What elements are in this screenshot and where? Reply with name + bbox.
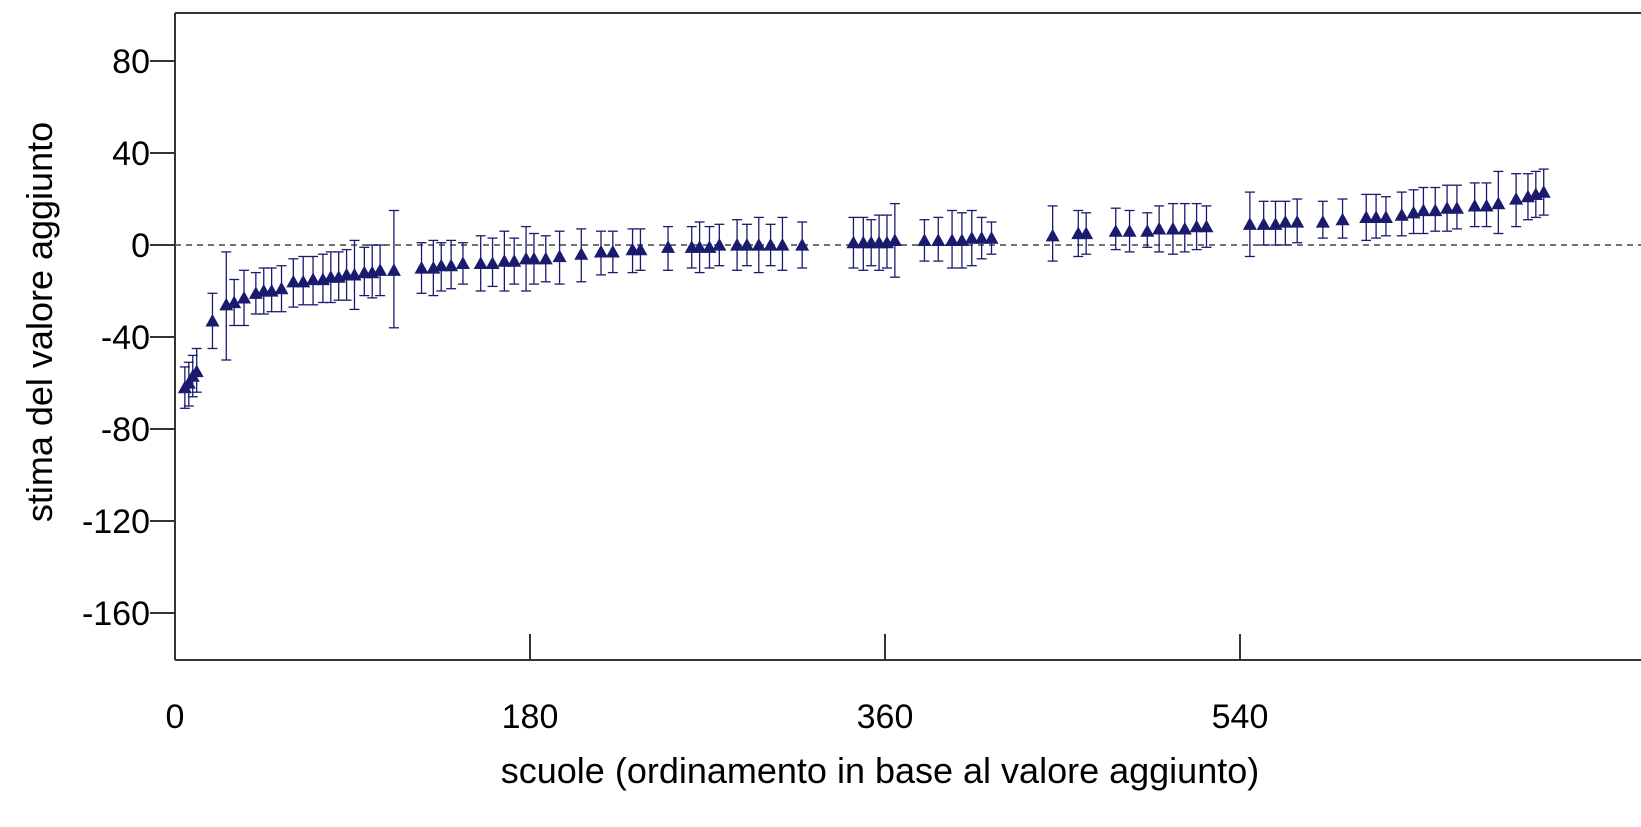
triangle-marker	[917, 233, 932, 246]
triangle-marker	[633, 242, 648, 256]
triangle-marker	[227, 295, 242, 309]
triangle-marker	[386, 263, 401, 276]
triangle-marker	[1449, 201, 1464, 214]
triangle-marker	[1406, 205, 1421, 219]
triangle-marker	[434, 258, 449, 272]
y-tick-label: -120	[82, 503, 150, 541]
triangle-marker	[1536, 185, 1551, 198]
triangle-marker	[661, 240, 676, 253]
triangle-marker	[763, 238, 778, 251]
y-axis-label: stima del valore aggiunto	[19, 122, 60, 522]
triangle-marker	[414, 261, 429, 274]
x-tick-label: 360	[857, 698, 914, 736]
triangle-marker	[739, 238, 754, 251]
triangle-marker	[1268, 217, 1283, 230]
triangle-marker	[1394, 208, 1409, 221]
triangle-marker	[712, 238, 727, 251]
triangle-marker	[1122, 224, 1137, 237]
triangle-marker	[507, 254, 522, 267]
y-tick-label: 0	[131, 227, 150, 265]
plot-frame	[174, 12, 1641, 661]
triangle-marker	[526, 251, 541, 265]
y-tick-label: -160	[82, 595, 150, 633]
triangle-marker	[594, 244, 608, 258]
triangle-marker	[1108, 224, 1123, 237]
triangle-marker	[485, 256, 500, 269]
triangle-marker	[1378, 210, 1393, 223]
triangle-marker	[1165, 221, 1180, 235]
x-tick-label: 540	[1212, 698, 1269, 736]
triangle-marker	[473, 256, 488, 269]
triangle-marker	[1278, 215, 1293, 228]
triangle-marker	[552, 249, 567, 263]
triangle-marker	[846, 235, 861, 249]
triangle-marker	[1509, 192, 1524, 205]
triangle-marker	[444, 258, 459, 272]
triangle-marker	[692, 240, 707, 253]
triangle-marker	[974, 231, 989, 244]
triangle-marker	[296, 274, 311, 288]
y-tick-label: -40	[101, 319, 150, 357]
y-tick-label: -80	[101, 411, 150, 449]
y-axis: 80 40 0 -40 -80 -120 -160	[82, 43, 175, 633]
x-tick-label: 180	[502, 698, 559, 736]
triangle-marker	[964, 231, 979, 244]
triangle-marker	[887, 233, 902, 246]
triangle-marker	[1045, 228, 1060, 242]
triangle-marker	[1440, 201, 1455, 214]
triangle-marker	[1290, 215, 1305, 228]
triangle-marker	[1479, 198, 1494, 212]
triangle-marker	[1491, 196, 1506, 210]
triangle-marker	[189, 364, 204, 378]
triangle-marker	[1467, 198, 1482, 212]
y-tick-label: 40	[112, 135, 150, 173]
triangle-marker	[1335, 212, 1350, 226]
triangle-marker	[751, 238, 766, 251]
triangle-marker	[954, 233, 969, 246]
triangle-marker	[1199, 219, 1214, 233]
x-axis: 0 180 360 540	[166, 634, 1269, 736]
triangle-marker	[205, 313, 220, 327]
triangle-marker	[945, 233, 960, 246]
triangle-marker	[1189, 219, 1204, 233]
triangle-marker	[1079, 226, 1094, 240]
triangle-marker	[538, 251, 553, 265]
triangle-marker	[274, 281, 289, 295]
triangle-marker	[795, 238, 810, 251]
triangle-marker	[775, 238, 790, 251]
triangle-marker	[984, 231, 999, 244]
triangle-marker	[1428, 203, 1443, 217]
triangle-marker	[1140, 224, 1155, 237]
data-points	[177, 168, 1551, 409]
triangle-marker	[605, 244, 620, 258]
triangle-marker	[1359, 210, 1374, 223]
triangle-marker	[1152, 221, 1167, 235]
triangle-marker	[730, 238, 745, 251]
triangle-marker	[373, 263, 388, 276]
triangle-marker	[702, 240, 717, 253]
triangle-marker	[286, 274, 301, 288]
triangle-marker	[1369, 210, 1384, 223]
triangle-marker	[931, 233, 946, 246]
triangle-marker	[237, 290, 252, 304]
triangle-marker	[1177, 221, 1192, 235]
x-tick-label: 0	[166, 698, 185, 736]
triangle-marker	[1256, 217, 1271, 230]
triangle-marker	[306, 272, 321, 286]
x-axis-label: scuole (ordinamento in base al valore ag…	[501, 750, 1259, 791]
triangle-marker	[455, 256, 470, 269]
y-tick-label: 80	[112, 43, 150, 81]
triangle-marker	[1416, 203, 1431, 217]
triangle-marker	[1315, 215, 1330, 228]
triangle-marker	[497, 254, 512, 267]
triangle-marker	[574, 247, 589, 260]
triangle-marker	[1242, 217, 1257, 230]
